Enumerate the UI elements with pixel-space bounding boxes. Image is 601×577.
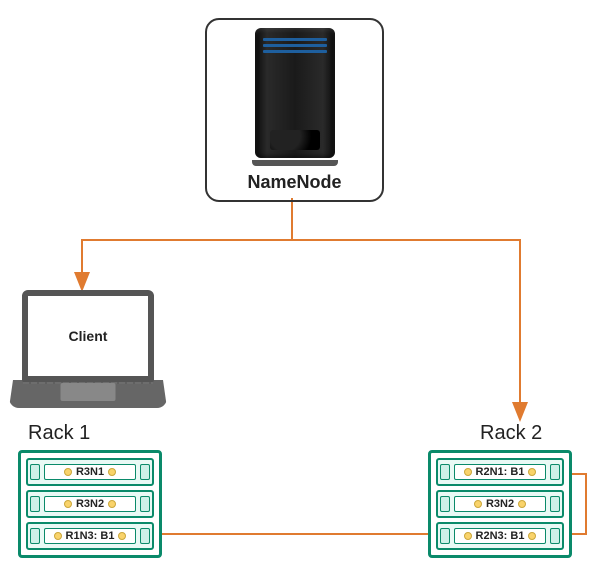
led-icon: [64, 500, 72, 508]
client-laptop: Client: [22, 290, 167, 408]
rack2-unit-1-label: R2N1: B1: [454, 464, 546, 480]
rack1-unit-3: R1N3: B1: [26, 522, 154, 550]
led-icon: [474, 500, 482, 508]
server-foot: [252, 160, 338, 166]
rack1: R3N1 R3N2 R1N3: B1: [18, 450, 162, 558]
rack2-unit-1: R2N1: B1: [436, 458, 564, 486]
led-icon: [108, 500, 116, 508]
led-icon: [108, 468, 116, 476]
edge-rack2u1-rack2u3: [570, 474, 586, 534]
rack2-unit-2: R3N2: [436, 490, 564, 518]
rack2: R2N1: B1 R3N2 R2N3: B1: [428, 450, 572, 558]
led-icon: [528, 532, 536, 540]
rack1-unit-2: R3N2: [26, 490, 154, 518]
rack2-label: Rack 2: [480, 422, 542, 445]
edge-namenode-client: [82, 198, 292, 288]
namenode-label: NameNode: [207, 172, 382, 193]
led-icon: [518, 500, 526, 508]
edge-namenode-rack2: [292, 198, 520, 418]
rack2-unit-3: R2N3: B1: [436, 522, 564, 550]
client-label: Client: [69, 328, 108, 344]
rack2-unit-2-label: R3N2: [454, 496, 546, 512]
rack2-unit-3-label: R2N3: B1: [454, 528, 546, 544]
led-icon: [464, 532, 472, 540]
namenode-box: NameNode: [205, 18, 384, 202]
client-screen: Client: [22, 290, 154, 382]
rack1-unit-1-label: R3N1: [44, 464, 136, 480]
rack1-label: Rack 1: [28, 422, 90, 445]
client-base: [9, 380, 167, 408]
led-icon: [64, 468, 72, 476]
rack1-unit-1: R3N1: [26, 458, 154, 486]
server-tower-icon: [255, 28, 335, 158]
led-icon: [528, 468, 536, 476]
rack1-unit-3-label: R1N3: B1: [44, 528, 136, 544]
led-icon: [464, 468, 472, 476]
rack1-unit-2-label: R3N2: [44, 496, 136, 512]
led-icon: [118, 532, 126, 540]
led-icon: [54, 532, 62, 540]
